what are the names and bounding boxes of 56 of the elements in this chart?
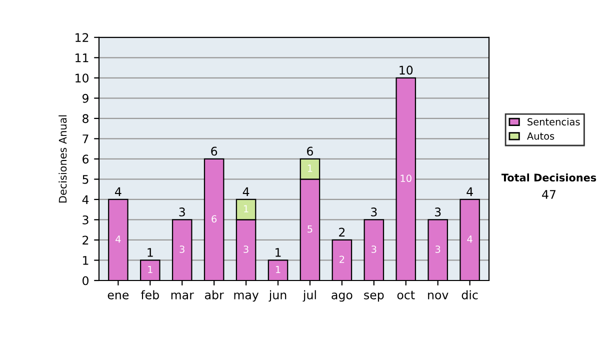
total-label: 2 (339, 228, 345, 237)
x-tick-label: feb (140, 290, 159, 300)
data-label: 6 (212, 215, 217, 223)
text: 47 (542, 190, 556, 199)
total-label: 1 (276, 248, 281, 257)
total-label: 3 (434, 207, 441, 216)
y-tick-label: 2 (82, 236, 88, 244)
data-label: 3 (244, 246, 248, 253)
y-axis-title: Decisiones Anual (58, 115, 67, 202)
data-label: 3 (372, 246, 376, 253)
total-label: 6 (307, 146, 313, 156)
data-label: 3 (436, 246, 440, 253)
x-tick-label: oct (397, 290, 415, 300)
data-label: 1 (308, 164, 312, 172)
data-label: 2 (340, 256, 344, 263)
legend-label: Autos (527, 132, 554, 140)
total-label: 4 (242, 187, 250, 196)
total-label: 3 (371, 207, 377, 216)
y-tick-label: 8 (82, 114, 88, 124)
y-tick-label: 6 (82, 154, 89, 164)
y-tick-label: 9 (82, 94, 88, 103)
x-tick-label: mar (171, 292, 194, 300)
data-label: 5 (308, 225, 312, 233)
y-tick-label: 10 (76, 74, 88, 83)
x-tick-label: dic (462, 290, 478, 300)
data-label: 10 (400, 174, 412, 182)
x-tick-label: abr (205, 290, 224, 300)
total-label: 6 (211, 146, 218, 156)
x-tick-label: ene (108, 292, 129, 300)
y-tick-label: 1 (83, 256, 88, 265)
y-tick-label: 0 (82, 276, 88, 286)
data-label: 1 (276, 266, 280, 274)
total-label: 1 (148, 248, 153, 257)
data-label: 4 (116, 236, 121, 243)
total-label: 4 (115, 187, 122, 196)
y-tick-label: 11 (76, 54, 88, 62)
y-tick-label: 4 (82, 195, 89, 204)
x-tick-label: jun (268, 290, 286, 302)
data-label: 1 (244, 205, 248, 212)
total-label: 10 (400, 66, 413, 75)
total-label: 3 (179, 207, 185, 216)
data-label: 3 (180, 246, 184, 253)
y-tick-label: 7 (82, 134, 88, 144)
x-tick-label: may (234, 292, 259, 302)
y-tick-label: 3 (82, 215, 88, 224)
x-tick-label: sep (364, 292, 384, 302)
y-tick-label: 12 (76, 33, 88, 42)
text: Total Decisiones (501, 173, 596, 182)
x-tick-label: jul (302, 290, 316, 302)
y-tick-label: 5 (82, 175, 88, 184)
total-label: 4 (466, 187, 473, 196)
x-tick-label: nov (428, 292, 448, 300)
x-tick-label: ago (332, 292, 352, 302)
legend-label: Sentencias (528, 118, 580, 126)
data-label: 1 (148, 266, 152, 274)
data-label: 4 (467, 236, 472, 243)
